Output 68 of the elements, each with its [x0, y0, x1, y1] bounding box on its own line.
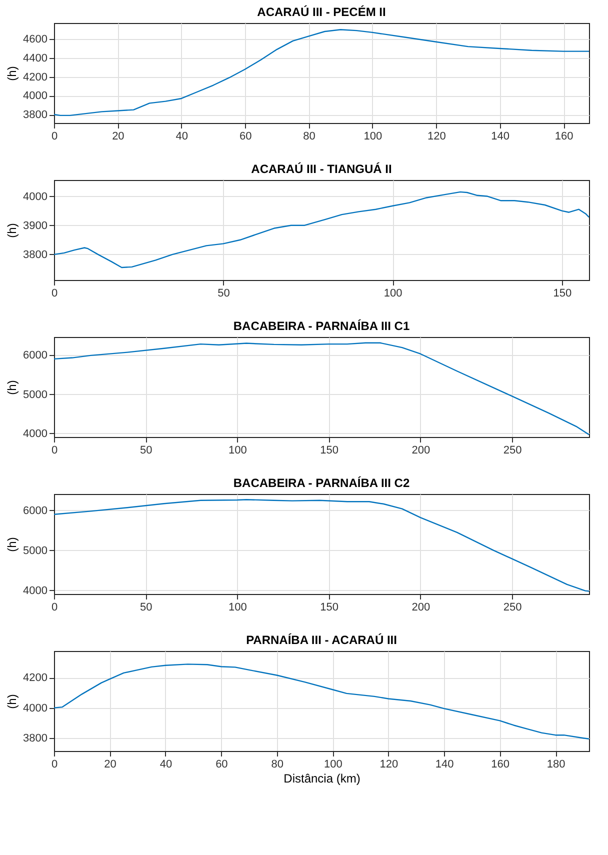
x-tick-label: 120: [380, 758, 398, 770]
x-tick-label: 100: [364, 130, 382, 142]
y-tick-label: 3800: [23, 109, 48, 122]
chart-title: ACARAÚ III - TIANGUÁ II: [251, 162, 392, 176]
x-tick-label: 50: [140, 602, 152, 614]
x-tick-label: 150: [553, 288, 572, 300]
x-axis-title: Distância (km): [284, 772, 360, 786]
x-tick-label: 0: [51, 444, 58, 456]
x-tick-label: 200: [412, 602, 430, 614]
x-tick-label: 40: [176, 130, 188, 142]
y-tick-label: 6000: [23, 504, 48, 517]
y-tick-label: 4200: [23, 71, 48, 84]
x-tick-label: 20: [112, 130, 124, 142]
x-tick-label: 180: [546, 758, 566, 770]
x-tick-label: 150: [320, 602, 339, 614]
x-tick-label: 100: [324, 758, 342, 770]
x-tick-label: 0: [51, 758, 58, 770]
x-tick-label: 250: [503, 444, 522, 456]
x-tick-label: 100: [228, 602, 247, 614]
x-tick-label: 0: [51, 130, 58, 142]
y-tick-label: 4000: [23, 584, 48, 597]
x-tick-label: 60: [216, 758, 228, 770]
y-tick-label: 4000: [23, 702, 48, 714]
x-tick-label: 200: [412, 444, 430, 456]
x-tick-label: 80: [303, 130, 316, 142]
x-tick-label: 250: [503, 602, 522, 614]
line-series: [54, 191, 589, 268]
x-tick-label: 80: [271, 758, 284, 770]
y-tick-label: 4000: [23, 190, 48, 203]
x-tick-label: 20: [104, 758, 116, 770]
x-tick-label: 100: [228, 444, 247, 456]
y-tick-label: 5000: [23, 544, 48, 557]
y-tick-label: 3900: [23, 220, 48, 232]
y-tick-label: 4200: [23, 672, 48, 684]
y-tick-label: 4000: [23, 90, 48, 102]
line-series: [54, 664, 589, 740]
y-tick-label: 4400: [23, 52, 48, 64]
line-series: [54, 342, 589, 436]
line-series: [54, 29, 589, 116]
chart-title: BACABEIRA - PARNAÍBA III C2: [233, 476, 410, 490]
x-tick-label: 140: [491, 130, 510, 142]
chart-title: BACABEIRA - PARNAÍBA III C1: [233, 319, 410, 333]
y-tick-label: 3800: [23, 248, 48, 261]
x-tick-label: 150: [320, 444, 339, 456]
x-tick-label: 60: [239, 130, 252, 142]
y-axis-title: (h): [5, 223, 20, 238]
y-axis-title: (h): [5, 694, 20, 709]
y-tick-label: 5000: [23, 388, 48, 401]
x-tick-label: 160: [554, 130, 574, 142]
chart-title: PARNAÍBA III - ACARAÚ III: [246, 633, 397, 647]
x-tick-label: 50: [218, 288, 230, 300]
chart-title: ACARAÚ III - PECÉM II: [257, 5, 386, 19]
y-tick-label: 6000: [23, 350, 48, 362]
x-tick-label: 100: [384, 288, 402, 300]
y-tick-label: 4000: [23, 428, 48, 440]
y-tick-label: 3800: [23, 732, 48, 745]
x-tick-label: 0: [51, 288, 58, 300]
line-series: [54, 499, 589, 592]
x-tick-label: 40: [160, 758, 172, 770]
y-axis-title: (h): [5, 380, 20, 395]
x-tick-label: 160: [491, 758, 510, 770]
x-tick-label: 0: [51, 602, 58, 614]
x-tick-label: 140: [435, 758, 454, 770]
y-tick-label: 4600: [23, 34, 48, 46]
y-axis-title: (h): [5, 537, 20, 552]
y-axis-title: (h): [5, 66, 20, 81]
x-tick-label: 50: [140, 444, 152, 456]
x-tick-label: 120: [427, 130, 446, 142]
